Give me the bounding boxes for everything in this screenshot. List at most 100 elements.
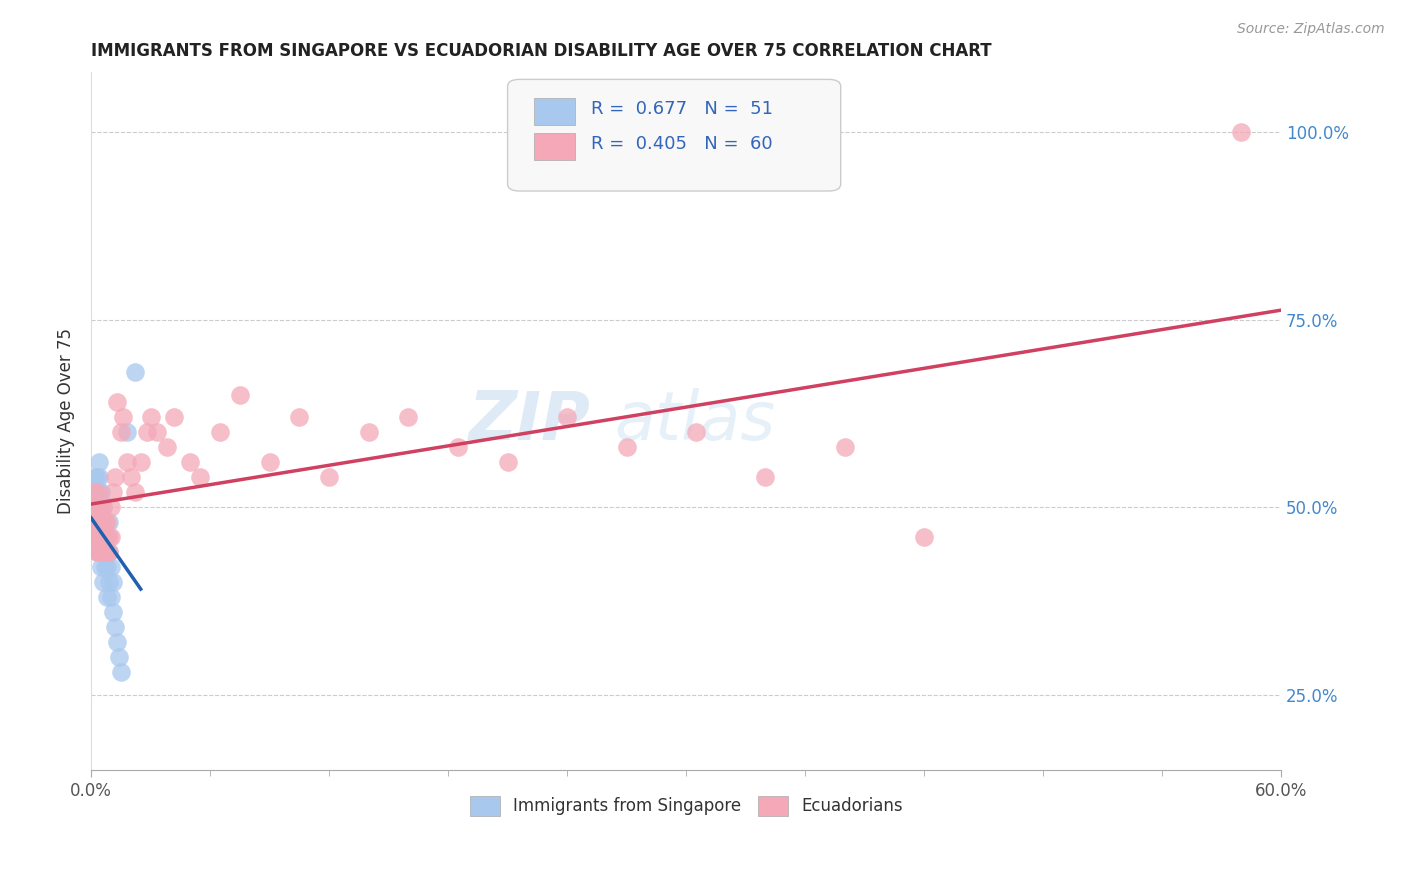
Point xyxy=(209,425,232,440)
Point xyxy=(100,560,122,574)
Point xyxy=(91,545,114,559)
Point xyxy=(105,395,128,409)
Point xyxy=(90,500,112,515)
Point xyxy=(90,545,112,559)
Point xyxy=(110,665,132,680)
Point xyxy=(101,606,124,620)
Point xyxy=(447,441,470,455)
Point xyxy=(82,500,104,515)
Point xyxy=(86,500,108,515)
Point xyxy=(129,455,152,469)
Point xyxy=(90,485,112,500)
Point xyxy=(87,500,110,515)
Text: Source: ZipAtlas.com: Source: ZipAtlas.com xyxy=(1237,22,1385,37)
Point xyxy=(396,410,419,425)
Point xyxy=(139,410,162,425)
Point xyxy=(94,516,117,530)
Point xyxy=(115,455,138,469)
Point xyxy=(104,620,127,634)
Point xyxy=(96,591,118,605)
Point xyxy=(87,531,110,545)
Point xyxy=(87,516,110,530)
Point xyxy=(87,531,110,545)
Point xyxy=(98,545,121,559)
Point xyxy=(86,531,108,545)
Point xyxy=(229,388,252,402)
Point xyxy=(87,500,110,515)
Point xyxy=(179,455,201,469)
Point xyxy=(86,516,108,530)
Point xyxy=(685,425,707,440)
Point xyxy=(91,531,114,545)
Point xyxy=(834,441,856,455)
Text: atlas: atlas xyxy=(614,388,776,454)
Point xyxy=(94,560,117,574)
Point xyxy=(94,516,117,530)
Point xyxy=(110,425,132,440)
Point xyxy=(105,635,128,649)
Point xyxy=(104,470,127,484)
Point xyxy=(96,545,118,559)
Point xyxy=(84,500,107,515)
Point xyxy=(87,545,110,559)
Point xyxy=(96,516,118,530)
Point xyxy=(259,455,281,469)
Point xyxy=(91,516,114,530)
Point xyxy=(84,516,107,530)
Point xyxy=(754,470,776,484)
Point xyxy=(120,470,142,484)
Point xyxy=(94,545,117,559)
Point xyxy=(163,410,186,425)
Point xyxy=(90,516,112,530)
Point xyxy=(1230,125,1253,139)
Point xyxy=(96,560,118,574)
Point xyxy=(86,516,108,530)
Text: ZIP: ZIP xyxy=(470,388,591,454)
Point xyxy=(108,650,131,665)
Text: IMMIGRANTS FROM SINGAPORE VS ECUADORIAN DISABILITY AGE OVER 75 CORRELATION CHART: IMMIGRANTS FROM SINGAPORE VS ECUADORIAN … xyxy=(91,42,991,60)
Point xyxy=(100,531,122,545)
Point xyxy=(84,485,107,500)
Point xyxy=(111,410,134,425)
Point xyxy=(318,470,340,484)
Point xyxy=(84,470,107,484)
Point xyxy=(91,575,114,590)
Point xyxy=(101,485,124,500)
Point xyxy=(84,531,107,545)
Point xyxy=(124,366,146,380)
Point xyxy=(90,560,112,574)
Point xyxy=(87,470,110,484)
Point xyxy=(90,545,112,559)
Point xyxy=(124,485,146,500)
Point xyxy=(496,455,519,469)
FancyBboxPatch shape xyxy=(508,79,841,191)
Point xyxy=(135,425,157,440)
Point xyxy=(101,575,124,590)
Point xyxy=(87,516,110,530)
Point xyxy=(94,545,117,559)
Point xyxy=(100,500,122,515)
Point xyxy=(155,441,177,455)
Legend: Immigrants from Singapore, Ecuadorians: Immigrants from Singapore, Ecuadorians xyxy=(461,788,911,824)
Point xyxy=(87,455,110,469)
Y-axis label: Disability Age Over 75: Disability Age Over 75 xyxy=(58,328,75,514)
Point xyxy=(98,531,121,545)
Point xyxy=(145,425,167,440)
Point xyxy=(98,516,121,530)
Point xyxy=(91,545,114,559)
Point xyxy=(357,425,380,440)
Point xyxy=(98,545,121,559)
Point xyxy=(86,545,108,559)
Point xyxy=(91,500,114,515)
Point xyxy=(86,470,108,484)
Point xyxy=(94,531,117,545)
Bar xyxy=(534,98,575,125)
Text: R =  0.677   N =  51: R = 0.677 N = 51 xyxy=(591,101,773,119)
Point xyxy=(87,545,110,559)
Bar xyxy=(534,133,575,160)
Point xyxy=(84,485,107,500)
Point xyxy=(98,575,121,590)
Point xyxy=(86,485,108,500)
Point xyxy=(115,425,138,440)
Point xyxy=(91,531,114,545)
